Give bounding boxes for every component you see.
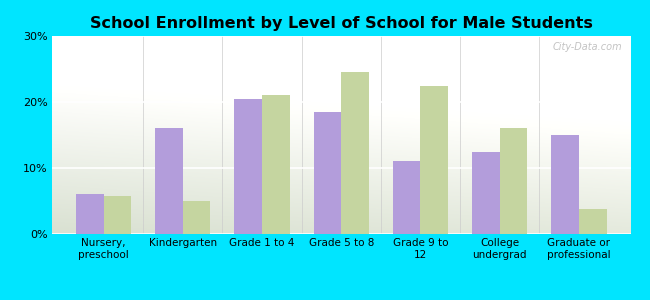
Bar xyxy=(183,201,211,234)
Bar xyxy=(262,95,290,234)
Bar xyxy=(313,112,341,234)
Bar xyxy=(500,128,528,234)
Bar xyxy=(103,196,131,234)
Text: City-Data.com: City-Data.com xyxy=(552,42,622,52)
Bar xyxy=(551,135,579,234)
Bar xyxy=(155,128,183,234)
Bar xyxy=(234,99,262,234)
Title: School Enrollment by Level of School for Male Students: School Enrollment by Level of School for… xyxy=(90,16,593,31)
Bar xyxy=(472,152,500,234)
Bar xyxy=(421,85,448,234)
Bar xyxy=(76,194,103,234)
Bar xyxy=(393,161,421,234)
Bar xyxy=(341,72,369,234)
Bar xyxy=(579,209,606,234)
